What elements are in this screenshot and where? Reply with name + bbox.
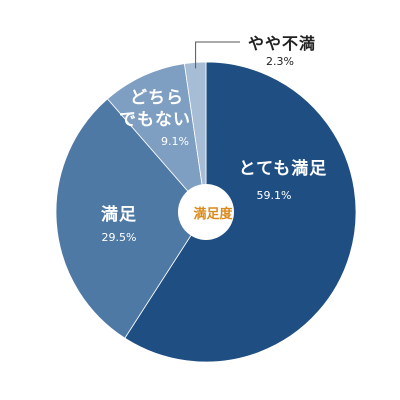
slice-label-dissatisfied: やや不満 2.3% — [248, 33, 316, 69]
slice-name-satisfied: 満足 — [101, 205, 137, 225]
slice-name-dissatisfied: やや不満 — [248, 34, 317, 53]
slice-label-neutral: どちら でもない 9.1% — [119, 87, 199, 149]
center-hole — [178, 184, 234, 240]
slice-label-very-satisfied: とても満足 59.1% — [228, 158, 338, 203]
slice-label-satisfied: 満足 29.5% — [94, 204, 144, 245]
slice-value-satisfied: 29.5% — [101, 231, 137, 244]
pie-slice-satisfied — [55, 98, 207, 339]
center-label: 満足度 — [193, 207, 233, 222]
slice-value-very-satisfied: 59.1% — [256, 189, 292, 202]
slice-name-neutral-line1: どちら — [130, 88, 184, 108]
slice-value-neutral: 9.1% — [161, 135, 189, 148]
callout-leader-line — [195, 41, 240, 69]
pie-slice-neutral — [106, 63, 207, 214]
slice-name-neutral-line2: でもない — [119, 110, 191, 130]
slice-name-very-satisfied: とても満足 — [238, 159, 328, 179]
pie-slice-very-satisfied — [124, 61, 357, 363]
slice-value-dissatisfied: 2.3% — [266, 55, 294, 68]
